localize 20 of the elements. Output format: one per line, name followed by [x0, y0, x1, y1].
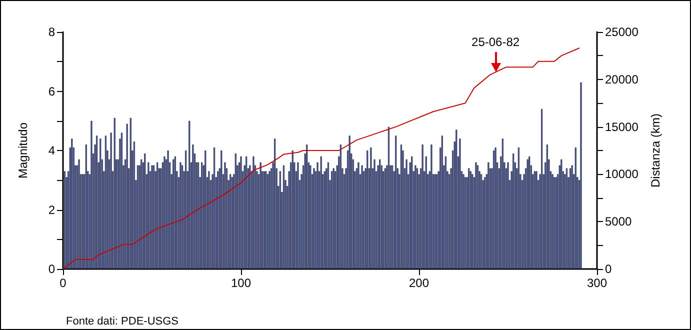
annotation: 25-06-82 — [472, 35, 520, 50]
y-tick-label: 2 — [48, 202, 56, 217]
y2-tick-label: 10000 — [605, 167, 639, 182]
x-tick-label: 100 — [230, 276, 252, 290]
y2-tick-label: 0 — [605, 262, 612, 276]
y-axis-title: Magnitudo — [16, 122, 30, 179]
y-tick-label: 0 — [48, 262, 56, 276]
x-tick-label: 300 — [586, 276, 608, 290]
y-tick-label: 4 — [48, 144, 56, 158]
x-tick-label: 0 — [60, 276, 67, 290]
line-series — [62, 48, 580, 270]
y-tick-label: 8 — [48, 25, 56, 39]
y2-tick-label: 15000 — [605, 120, 639, 134]
y2-tick-label: 25000 — [605, 25, 639, 39]
x-tick-label: 200 — [408, 276, 430, 290]
y2-axis-title: Distanza (km) — [648, 113, 662, 188]
y2-tick-label: 5000 — [605, 214, 632, 229]
y2-tick-label: 20000 — [605, 72, 639, 86]
source-note: Fonte dati: PDE-USGS — [66, 316, 178, 328]
y-tick-label: 6 — [48, 84, 56, 98]
